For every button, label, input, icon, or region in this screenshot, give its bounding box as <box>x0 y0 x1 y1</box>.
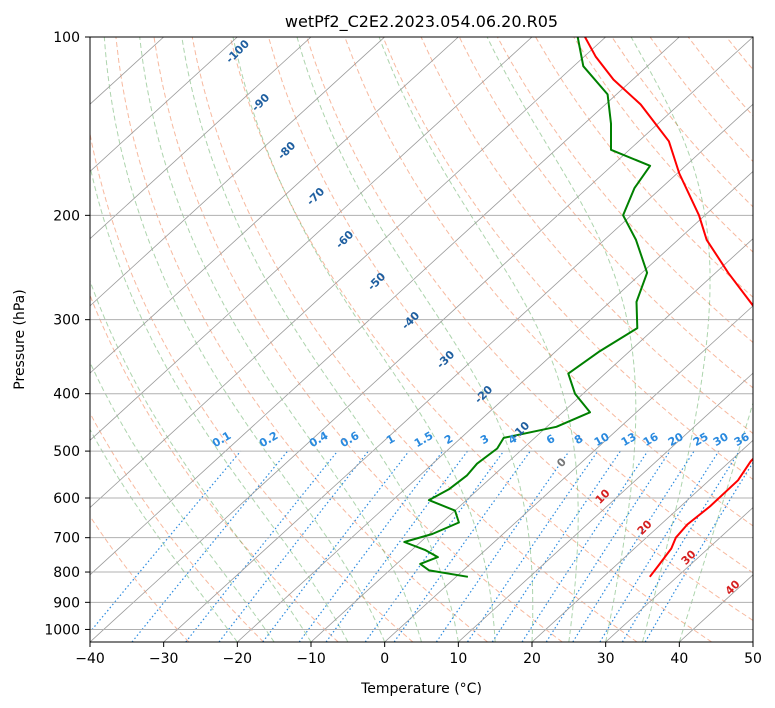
dry-adiabat <box>115 37 488 642</box>
moist-adiabat <box>139 37 422 642</box>
moist-adiabat <box>90 428 238 642</box>
mixing-ratio-line <box>262 450 410 642</box>
moist-adiabat <box>232 37 496 642</box>
isotherm-line <box>90 37 680 576</box>
dry-adiabat <box>420 37 753 435</box>
isotherm-line <box>384 305 753 642</box>
isotherm-line <box>90 37 385 307</box>
moist-adiabat <box>90 163 349 642</box>
mixing-ratio-line <box>185 450 339 642</box>
dry-adiabat <box>268 37 753 622</box>
isotherm-line <box>163 103 753 642</box>
y-tick-label: 700 <box>53 531 80 547</box>
isotherm-line <box>90 37 238 172</box>
background-lines <box>90 37 775 642</box>
profile-series <box>403 37 753 578</box>
dry-adiabat <box>382 37 753 481</box>
x-axis: −40 −30 −20 −10 0 10 20 30 40 50 <box>75 642 762 667</box>
x-tick-label: 0 <box>380 651 389 667</box>
x-tick-label: −40 <box>75 651 105 667</box>
y-tick-label: 200 <box>53 208 80 224</box>
isotherm-line <box>90 37 533 441</box>
y-tick-label: 1000 <box>44 622 80 638</box>
isotherm-line <box>752 641 753 642</box>
isotherm-line <box>237 170 753 642</box>
mixing-ratio-line <box>521 450 649 642</box>
x-tick-label: 20 <box>523 651 541 667</box>
mixing-ratio-line <box>545 450 671 642</box>
moist-adiabat <box>90 361 275 642</box>
mixing-ratio-line <box>572 450 695 642</box>
dry-adiabat <box>765 37 775 642</box>
dry-adiabat <box>306 37 753 574</box>
isotherm-line <box>90 37 753 642</box>
y-tick-label: 800 <box>53 565 80 581</box>
isotherm-line <box>90 37 312 240</box>
plot-frame <box>89 36 754 643</box>
moist-adiabat <box>630 37 711 642</box>
moist-adiabat <box>181 37 459 642</box>
mixing-ratio-line <box>621 450 740 642</box>
dry-adiabat <box>90 412 264 642</box>
y-axis: 100 200 300 400 500 600 700 800 900 1000 <box>44 30 90 638</box>
x-tick-label: −20 <box>223 651 253 667</box>
x-tick-label: 50 <box>744 651 762 667</box>
isotherm-line <box>458 372 753 642</box>
isotherm-line <box>310 238 753 642</box>
x-axis-title: Temperature (°C) <box>360 681 482 697</box>
moist-adiabat <box>296 37 534 642</box>
x-tick-label: −10 <box>296 651 326 667</box>
mixing-ratio-line <box>325 450 468 642</box>
y-tick-label: 900 <box>53 595 80 611</box>
y-axis-title: Pressure (hPa) <box>12 289 28 389</box>
moist-adiabat <box>678 401 753 642</box>
mixing-ratio-line <box>90 450 242 633</box>
chart-title: wetPf2_C2E2.2023.054.06.20.R05 <box>285 12 558 32</box>
y-tick-label: 500 <box>53 444 80 460</box>
dewpoint-line <box>403 37 652 578</box>
dry-adiabat <box>191 37 638 642</box>
isotherm-line <box>531 439 753 642</box>
x-tick-label: 30 <box>597 651 615 667</box>
isotherm-line <box>605 507 753 642</box>
dry-adiabat <box>496 37 753 344</box>
mixing-ratio-line <box>435 450 570 642</box>
dry-adiabat <box>229 37 712 642</box>
temperature-line <box>584 37 753 578</box>
y-tick-label: 400 <box>53 387 80 403</box>
isotherm-line <box>90 37 459 374</box>
mixing-ratio-line <box>466 450 599 642</box>
isotherm-line <box>90 37 606 509</box>
mixing-ratio-line <box>298 450 444 642</box>
dry-adiabat <box>153 37 563 642</box>
x-tick-label: 40 <box>670 651 688 667</box>
x-tick-label: −30 <box>149 651 179 667</box>
moist-adiabat <box>378 37 579 642</box>
y-tick-label: 100 <box>53 30 80 46</box>
y-tick-label: 300 <box>53 313 80 329</box>
mixing-ratio-line <box>491 450 621 642</box>
moist-adiabat <box>486 37 637 642</box>
y-tick-label: 600 <box>53 491 80 507</box>
mixing-ratio-line <box>131 450 289 642</box>
x-tick-label: 10 <box>449 651 467 667</box>
